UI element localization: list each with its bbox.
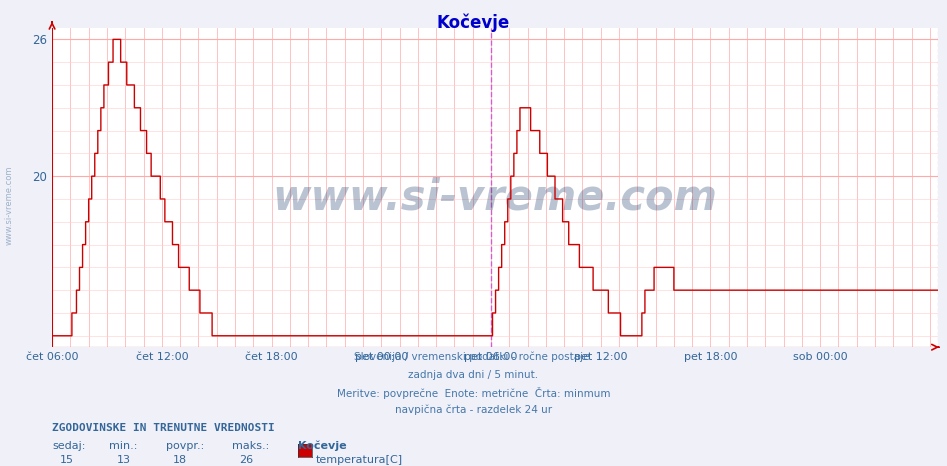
Text: 13: 13 [116, 455, 131, 465]
Text: povpr.:: povpr.: [166, 441, 204, 451]
Text: zadnja dva dni / 5 minut.: zadnja dva dni / 5 minut. [408, 370, 539, 379]
Text: maks.:: maks.: [232, 441, 269, 451]
Text: 18: 18 [173, 455, 188, 465]
Text: temperatura[C]: temperatura[C] [315, 455, 402, 465]
Text: 15: 15 [60, 455, 74, 465]
Text: sedaj:: sedaj: [52, 441, 85, 451]
Text: 26: 26 [240, 455, 254, 465]
Text: Meritve: povprečne  Enote: metrične  Črta: minmum: Meritve: povprečne Enote: metrične Črta:… [337, 387, 610, 399]
Text: www.si-vreme.com: www.si-vreme.com [273, 176, 717, 218]
Text: ZGODOVINSKE IN TRENUTNE VREDNOSTI: ZGODOVINSKE IN TRENUTNE VREDNOSTI [52, 423, 275, 433]
Text: Slovenija / vremenski podatki - ročne postaje.: Slovenija / vremenski podatki - ročne po… [354, 352, 593, 363]
Text: min.:: min.: [109, 441, 137, 451]
Text: Kočevje: Kočevje [437, 13, 510, 32]
Text: www.si-vreme.com: www.si-vreme.com [5, 165, 14, 245]
Text: navpična črta - razdelek 24 ur: navpična črta - razdelek 24 ur [395, 405, 552, 416]
Text: Kočevje: Kočevje [298, 441, 347, 452]
